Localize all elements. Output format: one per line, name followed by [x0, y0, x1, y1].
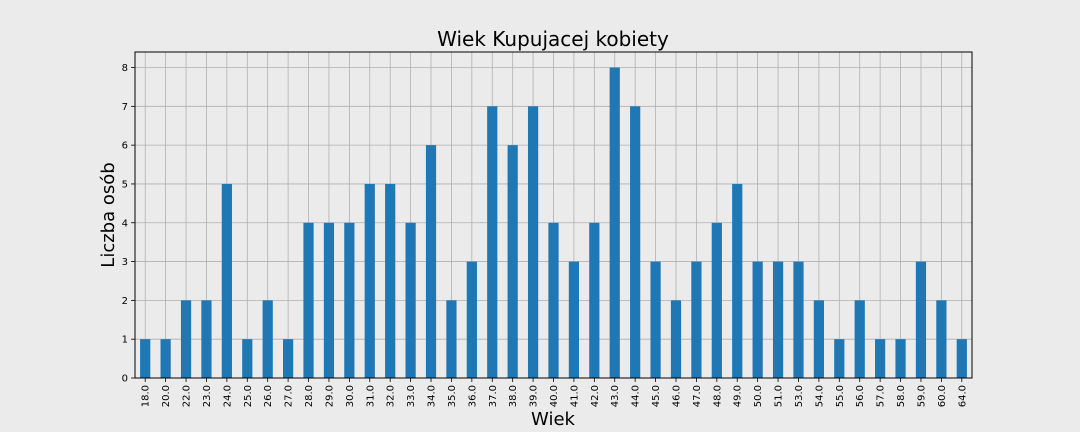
x-tick-label: 50.0 — [753, 385, 764, 407]
x-tick-label: 22.0 — [182, 385, 193, 407]
y-axis: 0 1 2 3 4 5 6 7 8 — [122, 63, 135, 385]
x-tick-label: 20.0 — [161, 385, 172, 407]
bar — [140, 339, 151, 378]
bar — [854, 300, 865, 378]
x-tick-label: 32.0 — [386, 385, 397, 407]
y-tick-label: 5 — [122, 179, 128, 190]
y-tick-label: 1 — [122, 335, 128, 346]
x-tick-label: 58.0 — [896, 385, 907, 407]
bar — [160, 339, 171, 378]
x-tick-label: 18.0 — [141, 385, 152, 407]
bar — [936, 300, 947, 378]
bar — [670, 300, 682, 378]
y-tick-label: 8 — [122, 63, 128, 74]
bar — [793, 261, 804, 378]
y-tick-label: 2 — [122, 296, 128, 307]
x-tick-label: 37.0 — [488, 385, 499, 407]
bar — [446, 300, 457, 378]
bar — [691, 261, 702, 378]
x-tick-label: 39.0 — [529, 385, 540, 407]
bar — [589, 222, 600, 378]
chart-title: Wiek Kupujacej kobiety — [437, 27, 669, 51]
x-tick-label: 55.0 — [835, 385, 846, 407]
x-tick-label: 46.0 — [671, 385, 682, 407]
bar — [487, 106, 498, 378]
y-tick-label: 3 — [122, 257, 128, 268]
x-tick-label: 57.0 — [876, 385, 887, 407]
y-tick-label: 4 — [122, 218, 128, 229]
x-tick-label: 60.0 — [937, 385, 948, 407]
x-tick-label: 26.0 — [263, 385, 274, 407]
bars — [140, 67, 967, 379]
bar — [405, 222, 416, 378]
x-tick-label: 54.0 — [814, 385, 825, 407]
bar — [344, 222, 355, 378]
bar — [242, 339, 253, 378]
x-tick-label: 64.0 — [957, 385, 968, 407]
x-axis-label: Wiek — [531, 409, 575, 430]
x-axis: 18.0 20.0 22.0 23.0 24.0 25.0 26.0 27.0 28.0 29.0… — [141, 378, 968, 407]
bar — [201, 300, 212, 378]
x-tick-label: 23.0 — [202, 385, 213, 407]
x-tick-label: 56.0 — [855, 385, 866, 407]
bar — [283, 339, 294, 378]
x-tick-label: 41.0 — [569, 385, 580, 407]
x-tick-label: 35.0 — [447, 385, 458, 407]
x-tick-label: 36.0 — [467, 385, 478, 407]
bar — [548, 222, 559, 378]
x-tick-label: 28.0 — [304, 385, 315, 407]
bar — [875, 339, 886, 378]
bar — [630, 106, 641, 378]
x-tick-label: 33.0 — [406, 385, 417, 407]
bar — [650, 261, 661, 378]
bar — [752, 261, 763, 378]
bar — [527, 106, 539, 378]
x-tick-label: 44.0 — [631, 385, 642, 407]
bar — [466, 261, 477, 378]
bar — [180, 300, 192, 378]
x-tick-label: 59.0 — [916, 385, 927, 407]
x-tick-label: 25.0 — [243, 385, 254, 407]
bar — [303, 222, 314, 378]
x-tick-label: 38.0 — [508, 385, 519, 407]
bar — [221, 183, 232, 378]
bar — [956, 339, 967, 378]
bar — [385, 183, 396, 378]
bar — [425, 145, 437, 378]
bar — [262, 300, 273, 378]
y-axis-label: Liczba osób — [98, 162, 119, 267]
x-tick-label: 34.0 — [427, 385, 438, 407]
x-tick-label: 30.0 — [345, 385, 356, 407]
bar — [711, 222, 722, 378]
bar — [323, 222, 335, 378]
x-tick-label: 29.0 — [324, 385, 335, 407]
bar — [507, 145, 518, 378]
bar — [895, 339, 906, 378]
x-tick-label: 45.0 — [651, 385, 662, 407]
x-tick-label: 40.0 — [549, 385, 560, 407]
x-tick-label: 53.0 — [794, 385, 805, 407]
bar — [772, 261, 784, 378]
bar — [364, 183, 375, 378]
bar — [834, 339, 845, 378]
bar — [915, 261, 927, 378]
x-tick-label: 51.0 — [774, 385, 785, 407]
x-tick-label: 49.0 — [733, 385, 744, 407]
bar — [609, 67, 620, 379]
bar — [568, 261, 580, 378]
x-tick-label: 31.0 — [365, 385, 376, 407]
x-tick-label: 48.0 — [712, 385, 723, 407]
x-tick-label: 43.0 — [610, 385, 621, 407]
x-tick-label: 47.0 — [692, 385, 703, 407]
y-tick-label: 7 — [122, 102, 128, 113]
x-tick-label: 24.0 — [222, 385, 233, 407]
x-tick-label: 27.0 — [284, 385, 295, 407]
y-tick-label: 0 — [122, 374, 128, 385]
y-tick-label: 6 — [122, 141, 128, 152]
x-tick-label: 42.0 — [590, 385, 601, 407]
bar — [813, 300, 824, 378]
bar — [732, 183, 743, 378]
